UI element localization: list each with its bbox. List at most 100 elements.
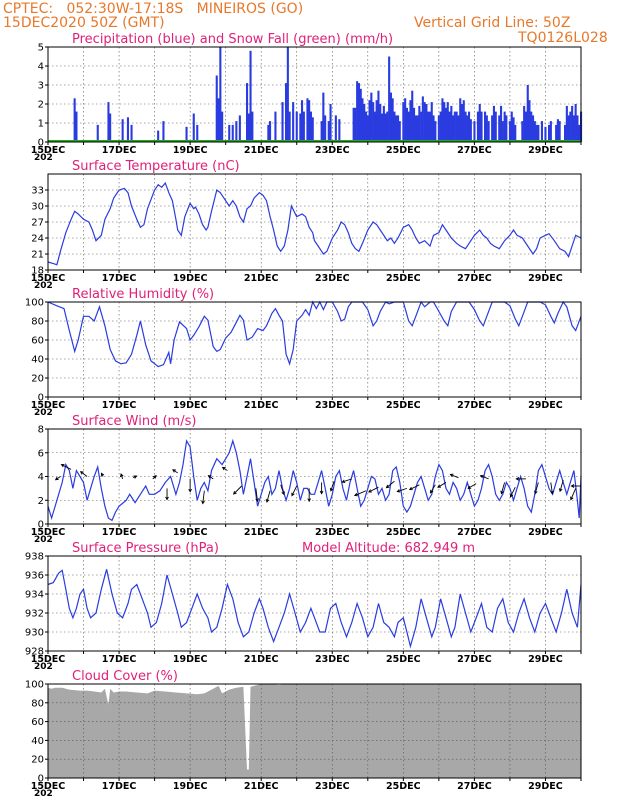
precip-bar — [231, 124, 234, 142]
precip-bar — [292, 102, 295, 142]
precip-bar — [558, 121, 561, 142]
cloud-cover-area — [48, 684, 581, 778]
y-tick-label: 932 — [25, 609, 44, 620]
y-tick-label: 6 — [38, 448, 44, 459]
x-tick-label: 19DEC — [173, 654, 208, 665]
precip-bar — [441, 98, 444, 142]
wind-arrow — [291, 485, 298, 497]
x-tick-label: 19DEC — [173, 273, 208, 284]
run-date: 15DEC2020 50Z (GMT) — [3, 15, 165, 31]
panel-rh: 0 20 40 60 80 100 15DEC 17DEC 19DEC 21DEC 23DEC 25D… — [25, 287, 582, 418]
precip-bar — [569, 111, 572, 142]
precip-bar — [107, 102, 110, 142]
x-tick-label: 27DEC — [457, 400, 492, 411]
precip-bar — [192, 113, 195, 142]
wind-line — [47, 438, 582, 522]
y-tick-label: 30 — [31, 202, 44, 213]
precip-bar — [453, 111, 456, 142]
wind-arrow — [221, 466, 228, 471]
x-tick-label: 19DEC — [173, 145, 208, 156]
precip-bar — [434, 121, 437, 142]
precip-bar — [413, 107, 416, 142]
wind-arrow — [368, 486, 379, 493]
precip-bar — [439, 111, 442, 142]
wind-arrow — [172, 469, 178, 474]
wind-arrow — [570, 488, 577, 501]
precip-bar — [295, 111, 298, 142]
wind-arrow — [550, 482, 554, 495]
y-tick-label: 8 — [38, 425, 44, 436]
precip-bar — [388, 56, 391, 142]
wind-arrow — [307, 488, 312, 503]
wind-arrow — [479, 474, 489, 480]
x-tick-label: 27DEC — [457, 781, 492, 792]
x-tick-label: 29DEC — [528, 145, 563, 156]
wind-arrow — [54, 476, 61, 481]
precip-bar — [544, 126, 547, 142]
precip-bar — [420, 111, 423, 142]
x-tick-label: 25DEC — [386, 781, 421, 792]
x-tick-label: 23DEC — [315, 273, 350, 284]
precip-bar — [521, 121, 524, 142]
chart-header: CPTEC: 052:30W-17:18S MINEIROS (GO) 15DE… — [0, 0, 618, 48]
precip-bar — [530, 111, 533, 142]
precip-bar — [571, 105, 574, 142]
precip-bar — [395, 115, 398, 142]
wind-arrow — [165, 488, 169, 501]
wind-arrow — [79, 471, 88, 477]
precip-bar — [391, 98, 394, 142]
precip-bar — [288, 111, 291, 142]
precip-bar — [508, 121, 511, 142]
precip-bar — [526, 85, 529, 142]
y-tick-label: 0 — [38, 393, 44, 404]
precip-bar — [320, 121, 323, 142]
precip-bar — [423, 102, 426, 142]
panel-cloud: 0 20 40 60 80 100 15DEC 17DEC 19DEC 21DEC 23DEC 25D… — [25, 669, 582, 799]
panel-title: Surface Wind (m/s) — [72, 414, 196, 429]
wind-arrow — [120, 473, 124, 480]
precip-bar — [549, 121, 552, 142]
x-year-label: 202 — [34, 153, 53, 163]
precip-bar — [357, 83, 360, 142]
wind-arrow — [509, 486, 516, 498]
x-tick-label: 27DEC — [457, 654, 492, 665]
precip-bar — [540, 121, 543, 142]
pressure-line — [47, 569, 582, 649]
wind-arrow — [558, 479, 564, 493]
precip-bar — [322, 92, 325, 142]
x-tick-label: 15DEC — [31, 527, 66, 538]
x-tick-label: 23DEC — [315, 527, 350, 538]
precip-bar — [430, 102, 433, 142]
precip-bar — [185, 126, 188, 142]
wind-arrow — [430, 484, 436, 494]
precip-bar — [334, 115, 337, 142]
wind-arrow — [201, 490, 205, 505]
precip-bar — [286, 47, 289, 142]
x-year-label: 202 — [34, 408, 53, 418]
precip-bar — [269, 121, 272, 142]
wind-arrow — [437, 482, 447, 488]
precip-bar — [444, 107, 447, 142]
precip-bar — [219, 47, 222, 142]
x-tick-label: 29DEC — [528, 527, 563, 538]
precip-bar — [409, 100, 412, 142]
precip-bar — [428, 111, 431, 142]
precip-bar — [468, 111, 471, 142]
x-tick-label: 17DEC — [102, 400, 137, 411]
precip-bar — [501, 121, 504, 142]
x-tick-label: 27DEC — [457, 273, 492, 284]
plot-area — [48, 556, 581, 651]
x-tick-label: 15DEC — [31, 273, 66, 284]
wind-arrow — [408, 484, 420, 491]
panel-title: Precipitation (blue) and Snow Fall (gree… — [72, 32, 393, 47]
x-tick-label: 21DEC — [244, 527, 279, 538]
precip-bar — [356, 81, 359, 142]
precip-bar — [249, 50, 252, 142]
precip-bar — [460, 104, 463, 142]
model-code: TQ0126L028 — [518, 30, 608, 46]
wind-arrow — [385, 480, 395, 489]
precip-bar — [414, 115, 417, 142]
wind-arrow — [100, 472, 105, 477]
precip-bar — [361, 98, 364, 142]
precip-bar — [464, 111, 467, 142]
